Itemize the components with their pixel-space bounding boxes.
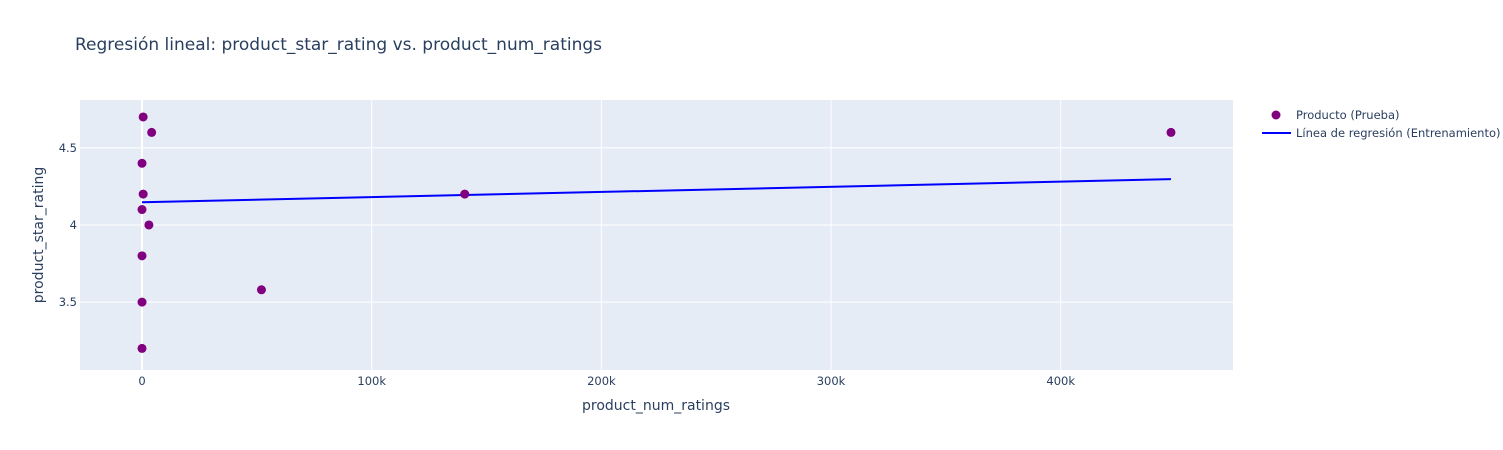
data-point[interactable] bbox=[137, 297, 147, 307]
x-tick-label: 100k bbox=[357, 374, 386, 388]
data-point[interactable] bbox=[1166, 127, 1176, 137]
series-layer bbox=[137, 112, 1176, 353]
x-tick-label: 300k bbox=[817, 374, 846, 388]
legend-label-regresion[interactable]: Línea de regresión (Entrenamiento) bbox=[1296, 126, 1501, 140]
data-point[interactable] bbox=[137, 205, 147, 215]
x-tick-label: 200k bbox=[587, 374, 616, 388]
x-axis-title: product_num_ratings bbox=[582, 398, 730, 414]
regression-line bbox=[141, 178, 1172, 204]
y-tick-label: 4 bbox=[70, 218, 77, 232]
data-point[interactable] bbox=[144, 220, 154, 230]
legend[interactable]: Producto (Prueba) Línea de regresión (En… bbox=[1262, 108, 1501, 140]
y-axis-ticks: 3.5 4 4.5 bbox=[59, 141, 77, 309]
y-axis-title: product_star_rating bbox=[31, 167, 47, 303]
data-point[interactable] bbox=[460, 189, 470, 199]
legend-marker-producto bbox=[1271, 110, 1281, 120]
data-point[interactable] bbox=[137, 251, 147, 261]
plot-area bbox=[80, 100, 1233, 370]
data-point[interactable] bbox=[137, 343, 147, 353]
data-point[interactable] bbox=[138, 112, 148, 122]
legend-label-producto[interactable]: Producto (Prueba) bbox=[1296, 108, 1400, 122]
x-tick-label: 400k bbox=[1046, 374, 1075, 388]
data-point[interactable] bbox=[137, 158, 147, 168]
x-tick-label: 0 bbox=[138, 374, 145, 388]
y-tick-label: 4.5 bbox=[59, 141, 77, 155]
chart-title: Regresión lineal: product_star_rating vs… bbox=[75, 35, 602, 55]
data-point[interactable] bbox=[147, 127, 157, 137]
grid-lines bbox=[80, 100, 1233, 370]
data-point[interactable] bbox=[138, 189, 148, 199]
x-axis-ticks: 0 100k 200k 300k 400k bbox=[138, 374, 1075, 388]
data-point[interactable] bbox=[256, 285, 266, 295]
y-tick-label: 3.5 bbox=[59, 295, 77, 309]
